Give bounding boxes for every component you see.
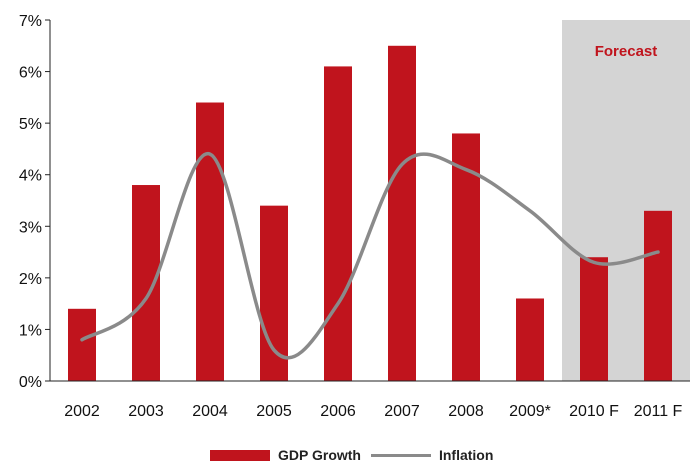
y-tick-label: 2% xyxy=(19,271,42,288)
y-tick-label: 6% xyxy=(19,65,42,82)
x-tick-label: 2008 xyxy=(448,403,484,420)
forecast-label: Forecast xyxy=(595,43,658,60)
x-tick-label: 2010 F xyxy=(569,403,619,420)
legend-label-gdp: GDP Growth xyxy=(278,447,361,463)
legend-swatch-gdp xyxy=(210,449,270,461)
bar-2006 xyxy=(324,66,352,382)
bar-2010f xyxy=(580,257,608,381)
legend-label-inflation: Inflation xyxy=(438,447,494,463)
x-ticks: 2002 2003 2004 2005 2006 2007 2008 2009* 2010 F 2… xyxy=(64,403,682,420)
bar-2009 xyxy=(516,298,544,381)
legend: GDP Growth Inflation xyxy=(210,444,493,466)
bar-2007 xyxy=(388,45,416,382)
x-tick-label: 2005 xyxy=(256,403,292,420)
x-tick-label: 2002 xyxy=(64,403,100,420)
y-tick-label: 5% xyxy=(19,116,42,133)
bar-2011f xyxy=(644,210,672,381)
y-tick-label: 4% xyxy=(19,168,42,185)
x-tick-label: 2009* xyxy=(509,403,551,420)
x-tick-label: 2006 xyxy=(320,403,356,420)
bar-2004 xyxy=(196,102,224,381)
y-ticks: 0% 1% 2% 3% 4% 5% 6% 7% xyxy=(19,13,50,391)
y-tick-label: 0% xyxy=(19,374,42,391)
bar-2005 xyxy=(260,205,288,381)
legend-swatch-inflation xyxy=(370,453,431,457)
x-tick-label: 2007 xyxy=(384,403,420,420)
x-tick-label: 2004 xyxy=(192,403,228,420)
x-tick-label: 2011 F xyxy=(634,403,683,420)
chart: Forecast 0%1%2%3%4%5%6%7% 2002 2003 2004 20… xyxy=(19,13,690,420)
y-tick-label: 3% xyxy=(19,219,42,236)
y-tick-label: 1% xyxy=(19,322,42,339)
y-tick-label: 7% xyxy=(19,13,42,30)
inflation-line xyxy=(80,152,660,360)
bar-2002 xyxy=(68,308,96,381)
x-tick-label: 2003 xyxy=(128,403,164,420)
